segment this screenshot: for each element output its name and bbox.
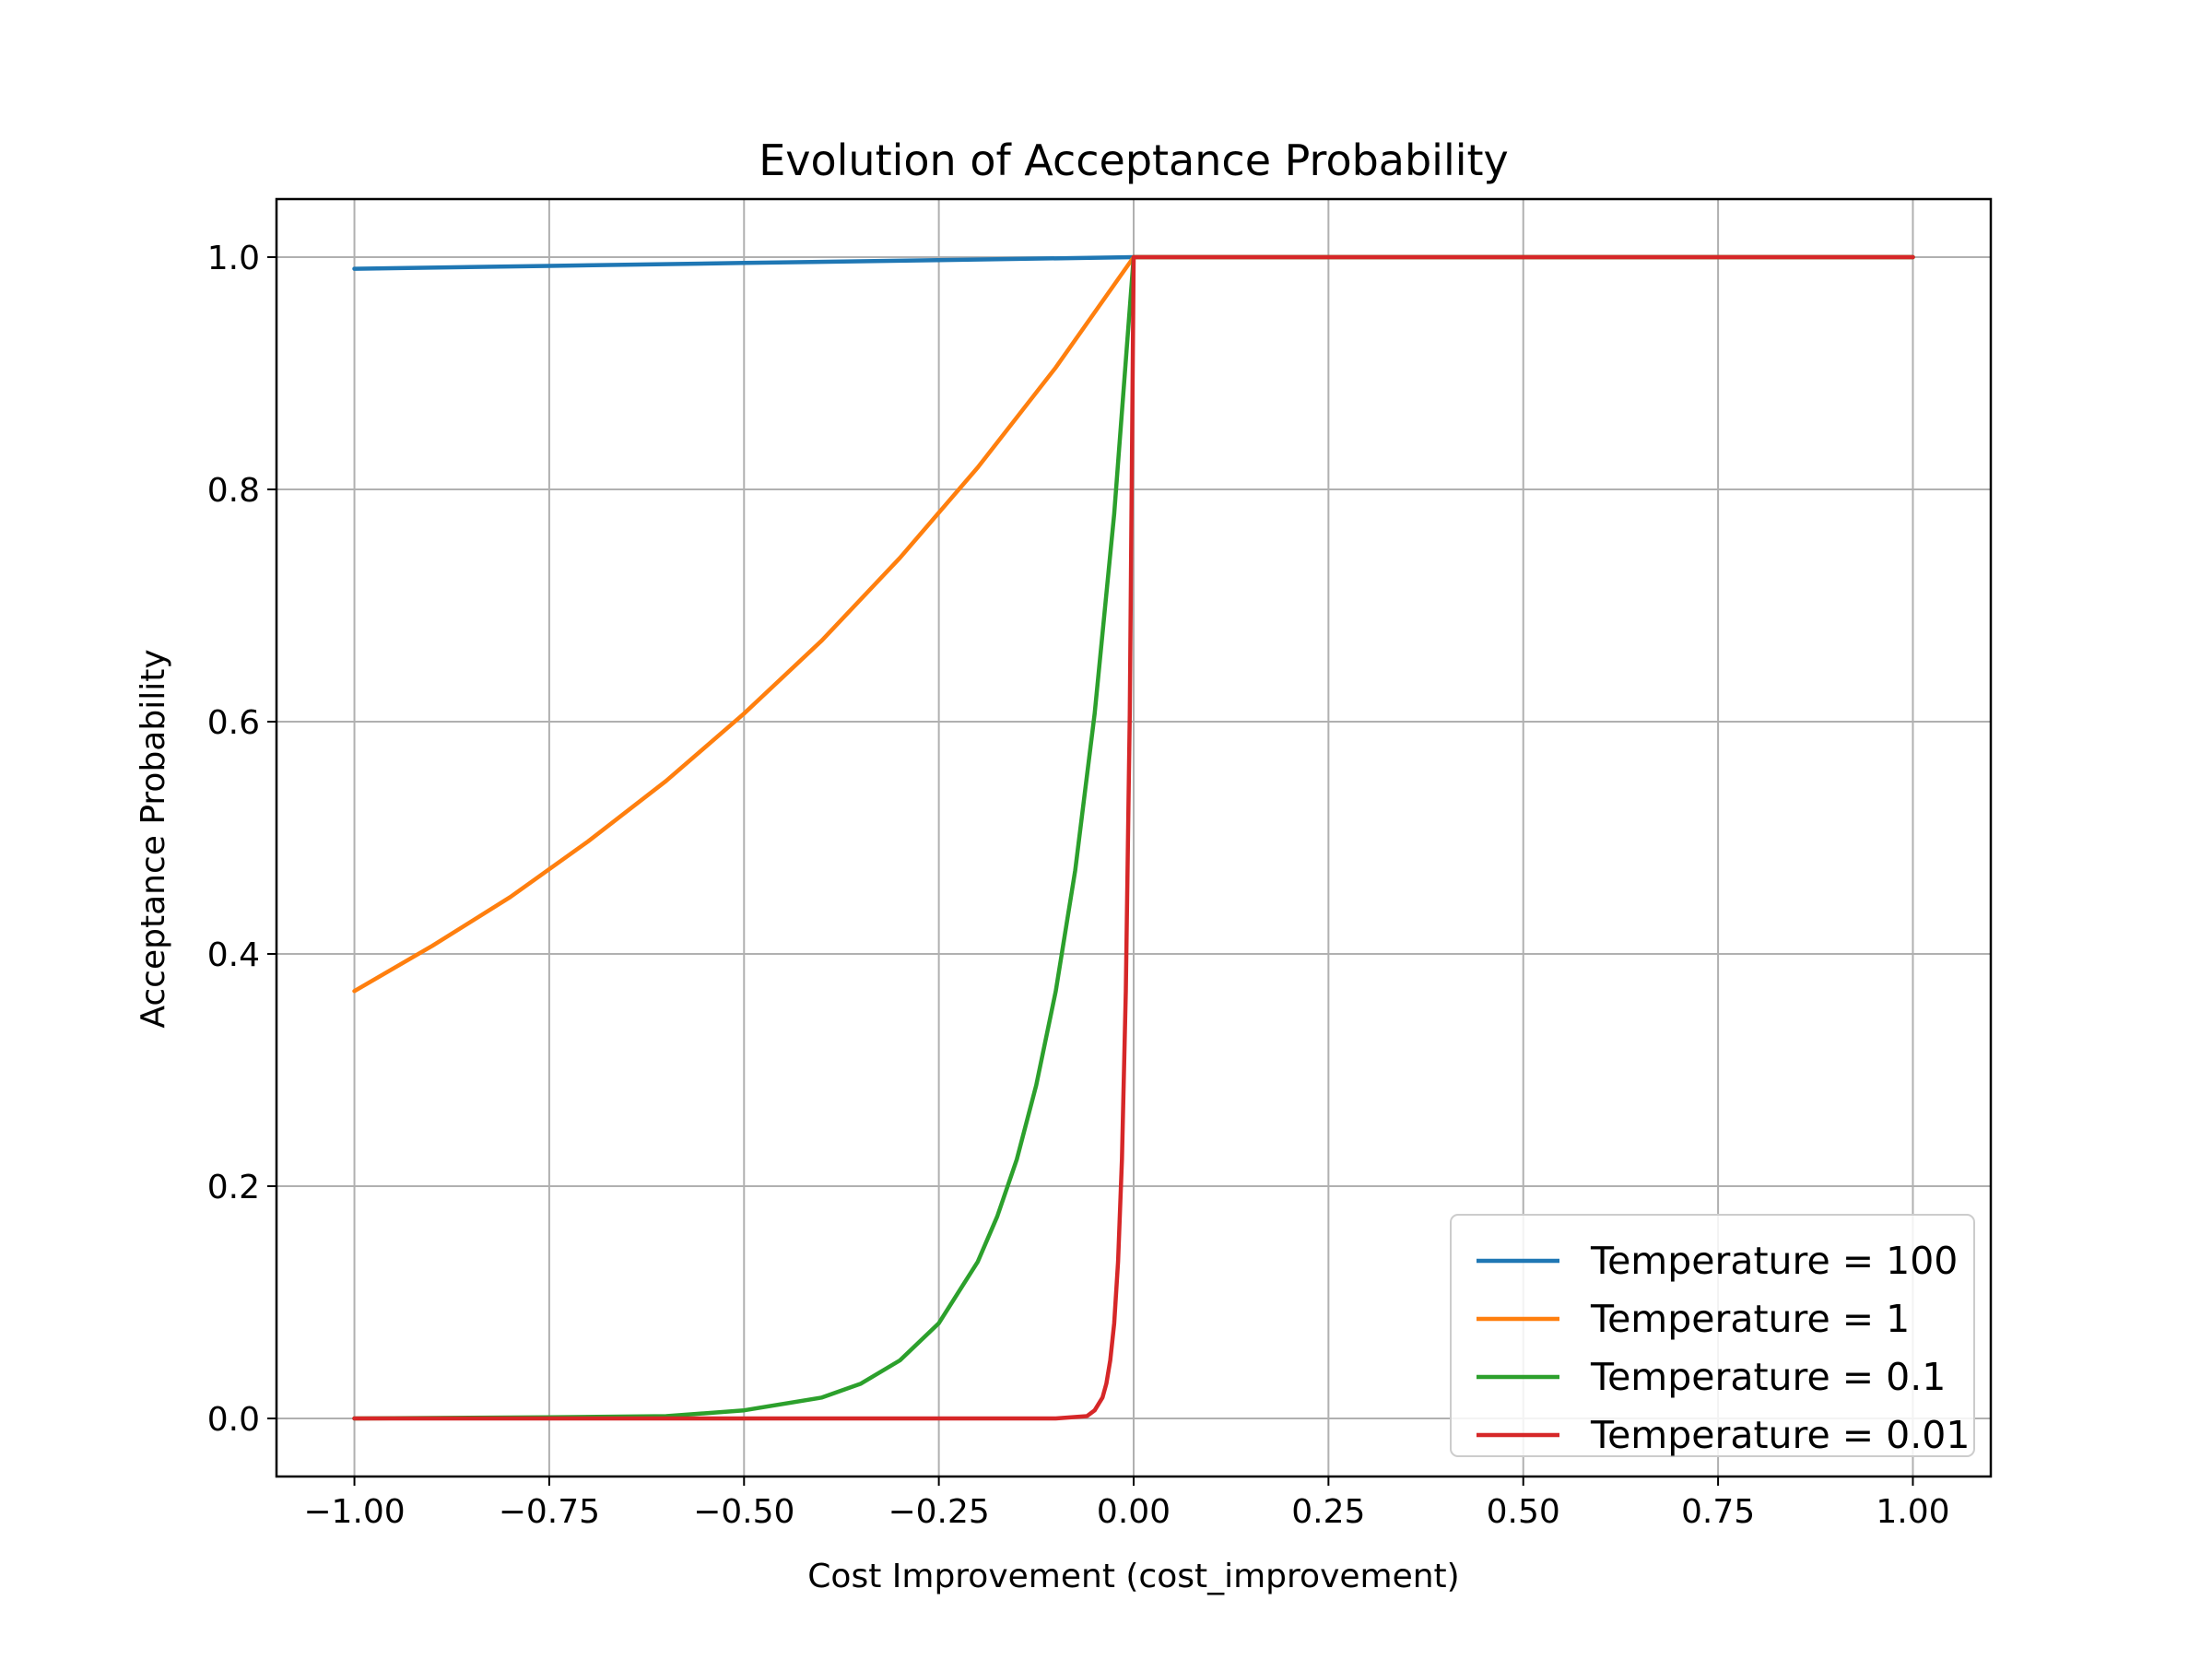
x-tick-label: 0.25 — [1291, 1493, 1365, 1531]
legend-label-3: Temperature = 0.01 — [1590, 1413, 1970, 1457]
y-axis-label: Acceptance Probability — [135, 649, 172, 1028]
y-tick-label: 1.0 — [207, 240, 260, 277]
x-tick-label: −0.50 — [693, 1493, 794, 1531]
x-tick-label: −0.25 — [888, 1493, 989, 1531]
x-tick-label: −0.75 — [499, 1493, 600, 1531]
x-tick-label: −1.00 — [303, 1493, 405, 1531]
x-tick-label: 0.75 — [1681, 1493, 1755, 1531]
x-tick-label: 0.00 — [1097, 1493, 1171, 1531]
series-layer — [352, 254, 1915, 1421]
legend-entries: Temperature = 100 Temperature = 1 Temperat… — [1477, 1239, 1970, 1457]
chart-title: Evolution of Acceptance Probability — [759, 135, 1509, 185]
y-tick-label: 0.2 — [207, 1169, 260, 1206]
x-axis-ticks: −1.00 −0.75 −0.50 −0.25 0.00 0.25 0.50 0.75 1.00 — [303, 1477, 1950, 1531]
series-line-3 — [352, 254, 1915, 1421]
y-tick-label: 0.6 — [207, 704, 260, 742]
legend-label-1: Temperature = 1 — [1590, 1297, 1910, 1341]
x-tick-label: 0.50 — [1487, 1493, 1560, 1531]
legend-label-2: Temperature = 0.1 — [1590, 1355, 1946, 1399]
y-axis-ticks: 0.0 0.2 0.4 0.6 0.8 1.0 — [207, 240, 276, 1439]
legend: Temperature = 100 Temperature = 1 Temperat… — [1450, 1214, 1975, 1457]
y-tick-label: 0.8 — [207, 472, 260, 510]
x-axis-label: Cost Improvement (cost_improvement) — [807, 1558, 1459, 1595]
y-tick-label: 0.4 — [207, 936, 260, 974]
y-tick-label: 0.0 — [207, 1401, 260, 1439]
x-tick-label: 1.00 — [1876, 1493, 1949, 1531]
legend-box — [1450, 1214, 1975, 1457]
legend-label-0: Temperature = 100 — [1590, 1239, 1958, 1283]
